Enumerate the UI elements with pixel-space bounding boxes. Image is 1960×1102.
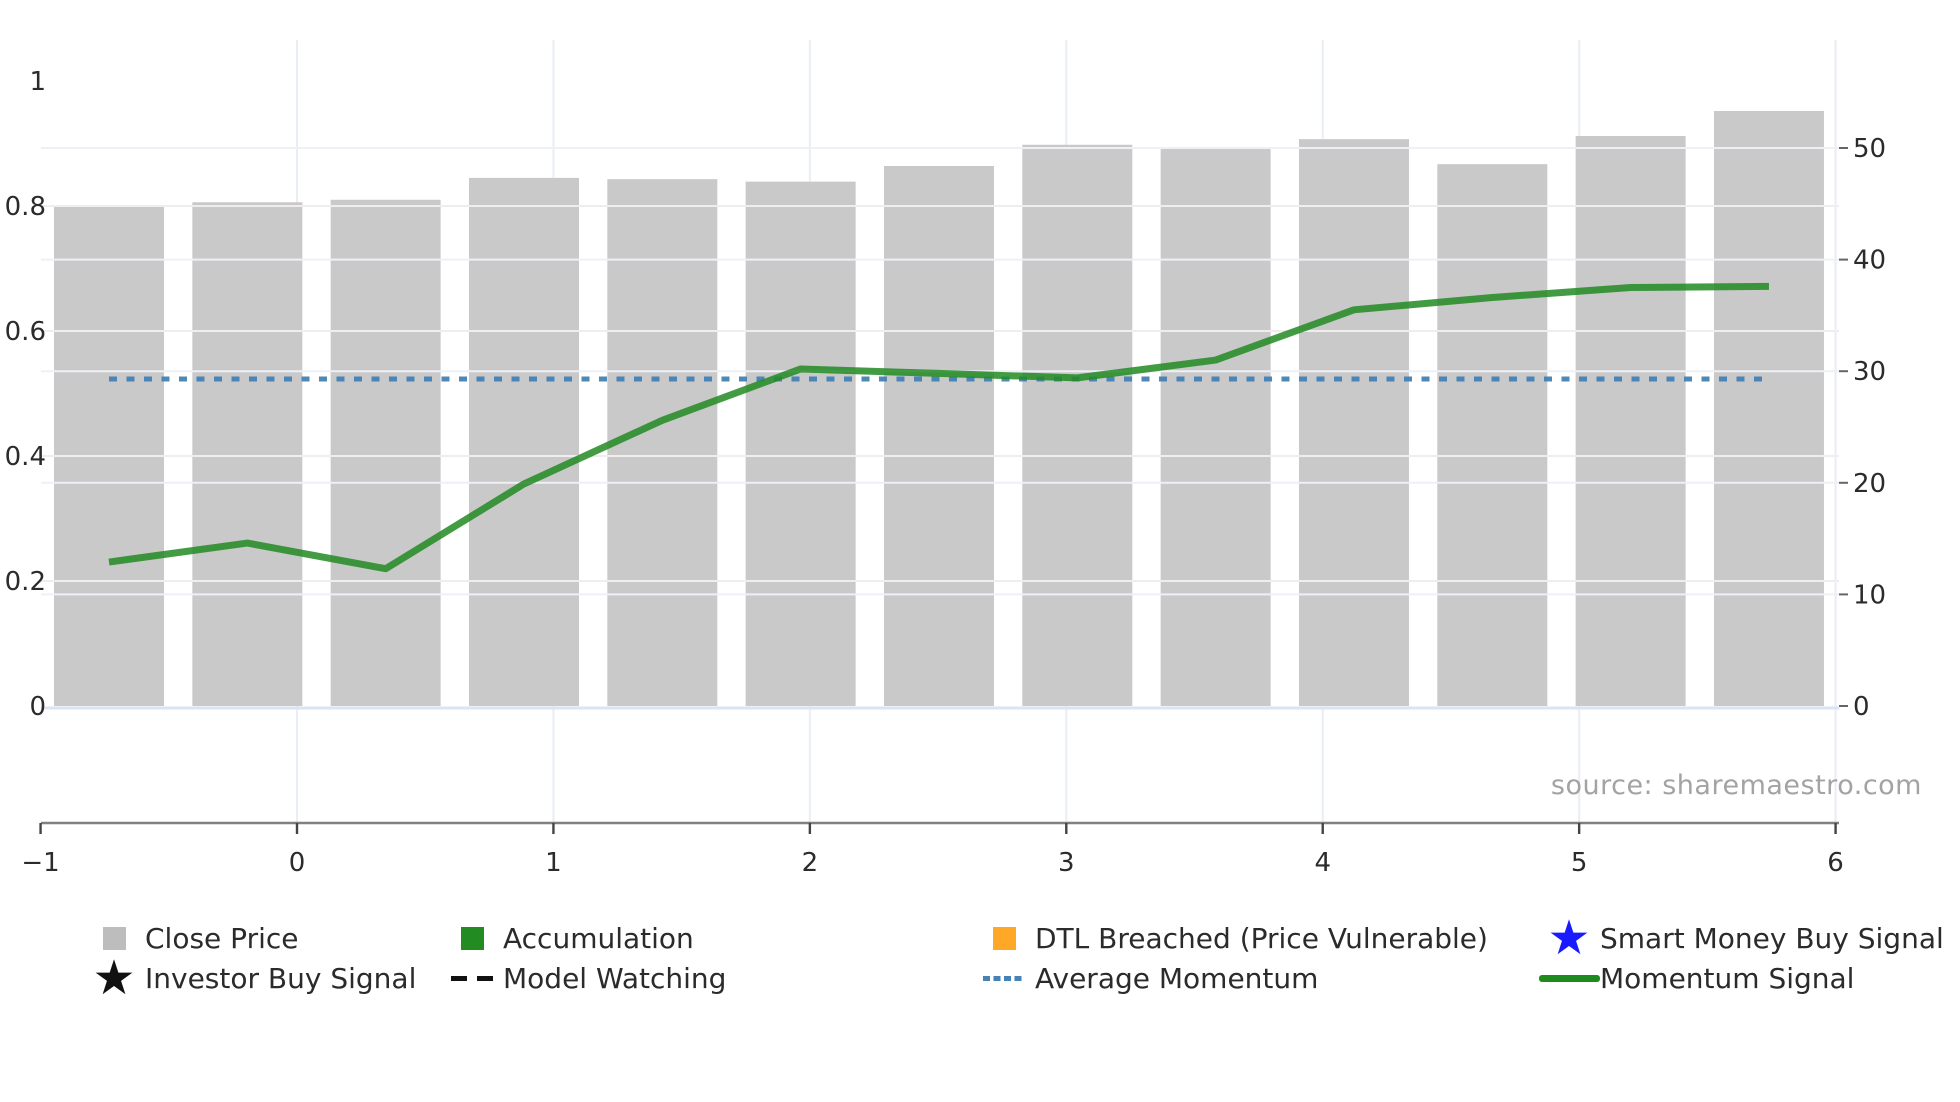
left-axis-tick-label: 0.8	[5, 192, 46, 222]
x-axis-tick-label: 5	[1571, 848, 1588, 878]
close-price-bar	[1022, 144, 1133, 706]
left-axis-tick-label: 0.2	[5, 567, 46, 597]
x-axis-tick-label: 1	[545, 848, 562, 878]
right-axis-tick-label: 10	[1853, 580, 1886, 610]
right-axis-tick-label: 50	[1853, 134, 1886, 164]
right-axis-tick-label: 40	[1853, 246, 1886, 276]
close-price-bar	[607, 179, 718, 706]
momentum-signal-line	[108, 282, 1769, 573]
source-note: source: sharemaestro.com	[1550, 770, 1922, 801]
close-price-bar	[192, 202, 303, 706]
left-axis-tick-label: 0.4	[5, 442, 46, 472]
close-price-bar	[1298, 139, 1409, 706]
left-axis-tick-label: 0	[29, 692, 46, 722]
close-price-bar	[1437, 164, 1548, 706]
x-axis-tick-label: 4	[1314, 848, 1331, 878]
left-axis-tick-label: 0.6	[5, 317, 46, 347]
x-axis-tick-label: 2	[802, 848, 819, 878]
close-price-bar	[1575, 136, 1686, 706]
close-price-bar	[468, 177, 579, 706]
left-axis-tick-label: 1	[29, 67, 46, 97]
close-price-bar	[330, 199, 441, 706]
close-price-bar	[1160, 147, 1271, 706]
right-axis-tick-label: 30	[1853, 357, 1886, 387]
x-axis-tick-label: −1	[21, 848, 59, 878]
x-axis-tick-label: 6	[1827, 848, 1844, 878]
x-axis-tick-label: 3	[1058, 848, 1075, 878]
right-axis-tick-label: 20	[1853, 469, 1886, 499]
x-axis-tick-label: 0	[289, 848, 306, 878]
close-price-bar	[1713, 111, 1824, 706]
right-axis-tick-label: 0	[1853, 692, 1870, 722]
close-price-bar	[883, 166, 994, 706]
close-price-bar	[745, 181, 856, 706]
